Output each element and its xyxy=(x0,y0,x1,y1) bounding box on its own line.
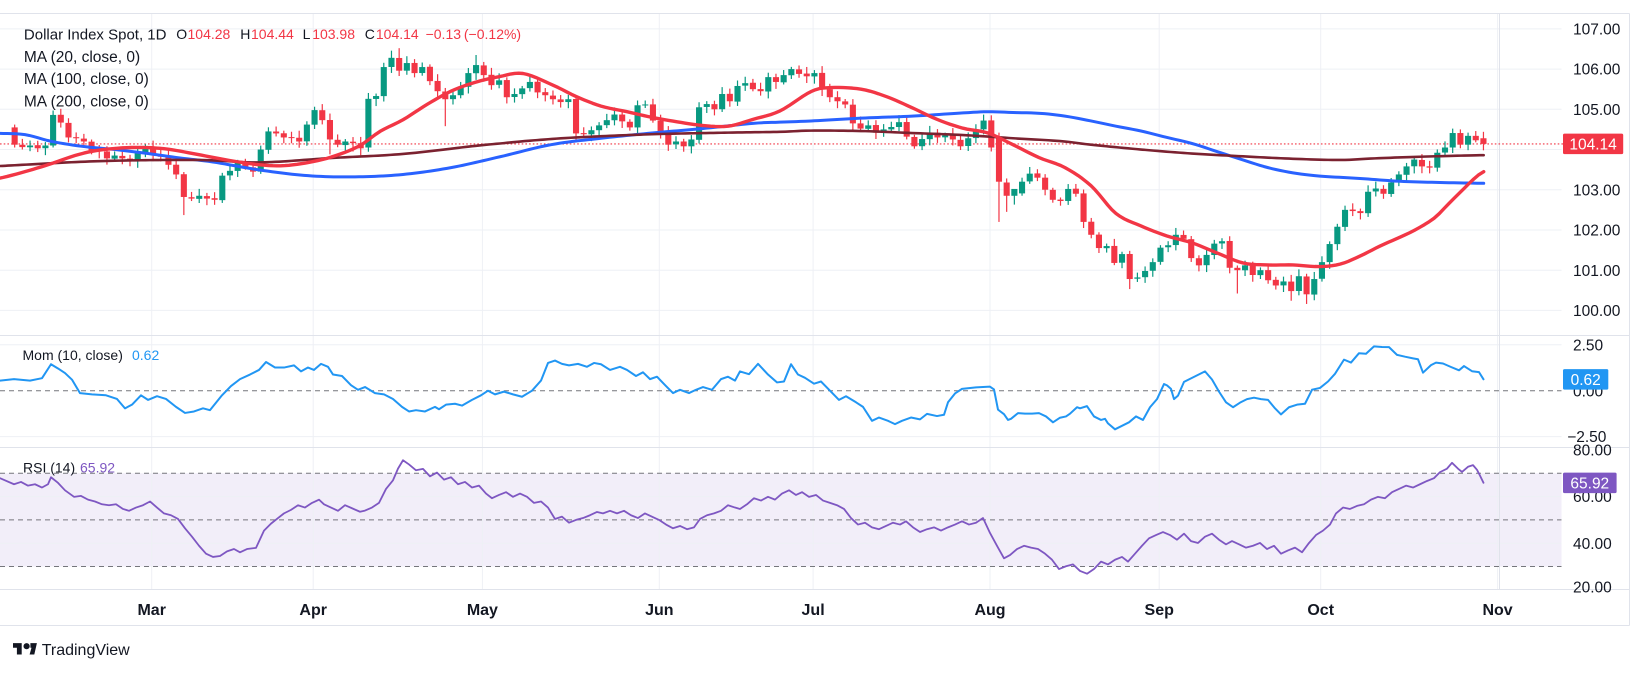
svg-text:40.00: 40.00 xyxy=(1573,536,1612,553)
svg-text:0.62: 0.62 xyxy=(132,347,159,363)
svg-text:Mom (10, close): Mom (10, close) xyxy=(23,347,123,363)
svg-text:L: L xyxy=(303,26,311,42)
svg-text:(−0.12%): (−0.12%) xyxy=(464,26,521,42)
svg-text:100.00: 100.00 xyxy=(1573,303,1621,320)
svg-text:104.28: 104.28 xyxy=(188,26,231,42)
svg-text:C: C xyxy=(365,26,375,42)
svg-text:−2.50: −2.50 xyxy=(1567,429,1607,446)
svg-text:101.00: 101.00 xyxy=(1573,263,1621,280)
svg-text:104.44: 104.44 xyxy=(251,26,294,42)
svg-text:107.00: 107.00 xyxy=(1573,21,1621,38)
svg-text:104.14: 104.14 xyxy=(376,26,419,42)
svg-text:106.00: 106.00 xyxy=(1573,62,1621,79)
svg-text:Aug: Aug xyxy=(974,602,1005,619)
svg-text:May: May xyxy=(467,602,498,619)
svg-text:H: H xyxy=(240,26,250,42)
svg-text:MA (100, close, 0): MA (100, close, 0) xyxy=(24,71,149,88)
svg-text:2.50: 2.50 xyxy=(1573,337,1604,354)
svg-text:Apr: Apr xyxy=(299,602,327,619)
svg-text:104.14: 104.14 xyxy=(1569,137,1617,154)
svg-text:Oct: Oct xyxy=(1307,602,1334,619)
svg-text:Jun: Jun xyxy=(645,602,673,619)
svg-text:20.00: 20.00 xyxy=(1573,580,1612,597)
svg-text:O: O xyxy=(176,26,187,42)
svg-text:Jul: Jul xyxy=(802,602,825,619)
svg-text:TradingView: TradingView xyxy=(42,642,130,659)
svg-text:65.92: 65.92 xyxy=(80,460,115,476)
svg-text:Sep: Sep xyxy=(1145,602,1175,619)
svg-text:80.00: 80.00 xyxy=(1573,443,1612,460)
svg-text:103.00: 103.00 xyxy=(1573,182,1621,199)
svg-text:RSI (14): RSI (14) xyxy=(23,460,75,476)
svg-text:105.00: 105.00 xyxy=(1573,102,1621,119)
svg-text:60.00: 60.00 xyxy=(1573,489,1612,506)
svg-text:103.98: 103.98 xyxy=(312,26,355,42)
svg-text:Nov: Nov xyxy=(1482,602,1512,619)
svg-text:Dollar Index Spot, 1D: Dollar Index Spot, 1D xyxy=(24,27,167,44)
svg-text:−0.13: −0.13 xyxy=(426,26,462,42)
svg-text:0.62: 0.62 xyxy=(1571,372,1601,389)
svg-text:MA (200, close, 0): MA (200, close, 0) xyxy=(24,93,149,110)
svg-text:Mar: Mar xyxy=(137,602,165,619)
svg-text:MA (20, close, 0): MA (20, close, 0) xyxy=(24,49,140,66)
svg-text:65.92: 65.92 xyxy=(1570,475,1609,492)
svg-text:102.00: 102.00 xyxy=(1573,223,1621,240)
